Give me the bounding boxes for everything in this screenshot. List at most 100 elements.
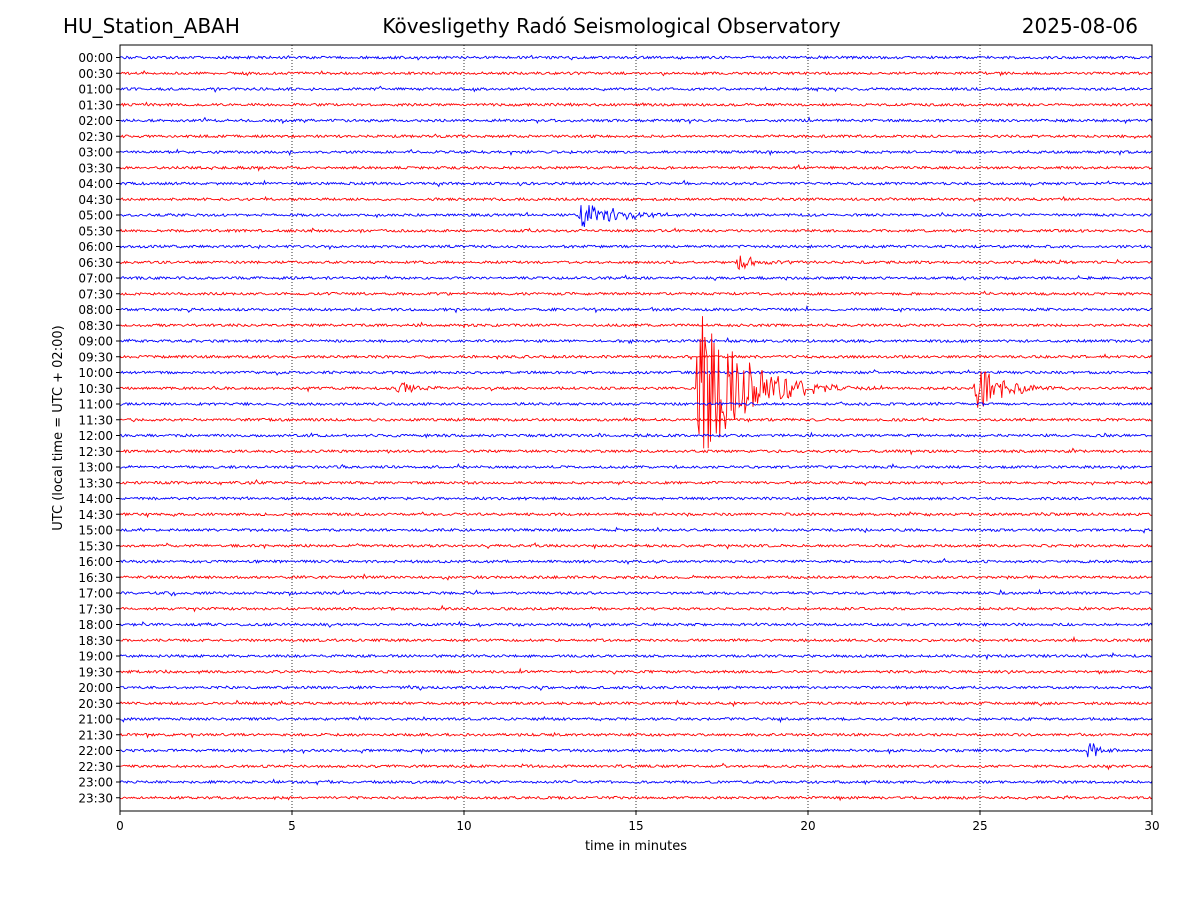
y-tick-label: 04:30 xyxy=(78,193,113,207)
trace-0700 xyxy=(119,274,1153,282)
y-tick-label: 13:00 xyxy=(78,461,113,475)
x-tick-label: 5 xyxy=(288,819,296,833)
y-tick-label: 01:30 xyxy=(78,98,113,112)
y-tick-label: 17:00 xyxy=(78,587,113,601)
y-tick-label: 06:30 xyxy=(78,256,113,270)
y-tick-label: 12:30 xyxy=(78,445,113,459)
trace-1630 xyxy=(119,573,1153,581)
trace-1300 xyxy=(119,463,1153,471)
x-tick-label: 0 xyxy=(116,819,124,833)
trace-1100 xyxy=(120,401,1153,407)
y-tick-label: 19:30 xyxy=(78,665,113,679)
y-tick-label: 05:30 xyxy=(78,224,113,238)
x-tick-label: 15 xyxy=(628,819,643,833)
y-tick-label: 11:00 xyxy=(78,398,113,412)
trace-0200 xyxy=(120,116,1153,125)
x-tick-label: 30 xyxy=(1144,819,1159,833)
y-tick-label: 21:30 xyxy=(78,728,113,742)
y-tick-label: 22:30 xyxy=(78,760,113,774)
trace-0030 xyxy=(119,69,1153,77)
trace-1530 xyxy=(119,542,1153,550)
y-tick-label: 23:00 xyxy=(78,776,113,790)
trace-0430 xyxy=(119,195,1153,203)
y-tick-label: 02:00 xyxy=(78,114,113,128)
trace-2330 xyxy=(119,794,1153,802)
trace-1430 xyxy=(119,510,1153,519)
trace-0300 xyxy=(119,148,1153,157)
y-tick-label: 19:00 xyxy=(78,650,113,664)
trace-0400 xyxy=(119,179,1153,188)
y-tick-label: 06:00 xyxy=(78,240,113,254)
trace-2130 xyxy=(119,731,1153,739)
trace-1030 xyxy=(119,316,1153,449)
trace-1830 xyxy=(120,635,1153,643)
trace-0800 xyxy=(119,305,1153,314)
trace-1600 xyxy=(119,557,1153,565)
trace-1400 xyxy=(119,496,1153,501)
y-tick-label: 14:00 xyxy=(78,492,113,506)
trace-0500 xyxy=(119,205,1153,227)
y-tick-label: 23:30 xyxy=(78,791,113,805)
station-name: HU_Station_ABAH xyxy=(63,14,240,38)
y-tick-label: 10:00 xyxy=(78,366,113,380)
y-tick-label: 12:00 xyxy=(78,429,113,443)
y-tick-label: 03:30 xyxy=(78,161,113,175)
y-tick-label: 08:00 xyxy=(78,303,113,317)
trace-0100 xyxy=(119,85,1152,93)
y-tick-label: 01:00 xyxy=(78,83,113,97)
trace-0530 xyxy=(119,227,1153,234)
y-tick-label: 09:00 xyxy=(78,335,113,349)
y-tick-label: 02:30 xyxy=(78,130,113,144)
trace-2230 xyxy=(119,762,1153,771)
x-tick-label: 25 xyxy=(972,819,987,833)
y-tick-label: 05:00 xyxy=(78,209,113,223)
trace-0600 xyxy=(119,244,1153,251)
trace-1800 xyxy=(119,620,1153,629)
trace-2030 xyxy=(119,699,1153,708)
chart-date: 2025-08-06 xyxy=(1021,14,1138,38)
trace-1230 xyxy=(119,447,1153,456)
y-tick-label: 16:00 xyxy=(78,555,113,569)
y-tick-label: 21:00 xyxy=(78,713,113,727)
y-tick-label: 07:00 xyxy=(78,272,113,286)
trace-2300 xyxy=(119,778,1153,786)
trace-1930 xyxy=(119,667,1153,675)
trace-0230 xyxy=(119,133,1153,140)
y-tick-label: 07:30 xyxy=(78,287,113,301)
trace-2000 xyxy=(119,684,1153,692)
trace-1900 xyxy=(119,652,1153,661)
y-tick-label: 17:30 xyxy=(78,602,113,616)
x-tick-label: 20 xyxy=(800,819,815,833)
trace-2200 xyxy=(119,743,1153,758)
trace-2100 xyxy=(119,715,1153,724)
trace-0930 xyxy=(119,353,1153,361)
trace-1500 xyxy=(119,526,1153,534)
trace-1330 xyxy=(119,478,1153,487)
x-gridlines xyxy=(291,45,981,811)
y-tick-label: 15:30 xyxy=(78,539,113,553)
y-tick-label: 18:30 xyxy=(78,634,113,648)
x-tick-label: 10 xyxy=(456,819,471,833)
y-tick-label: 10:30 xyxy=(78,382,113,396)
trace-1700 xyxy=(119,588,1153,597)
y-tick-label: 04:00 xyxy=(78,177,113,191)
y-tick-label: 15:00 xyxy=(78,524,113,538)
y-tick-label: 20:30 xyxy=(78,697,113,711)
trace-1200 xyxy=(119,431,1153,439)
trace-0000 xyxy=(119,54,1153,61)
y-axis-label: UTC (local time = UTC + 02:00) xyxy=(51,325,66,530)
trace-1730 xyxy=(119,604,1153,613)
y-tick-label: 14:30 xyxy=(78,508,113,522)
y-tick-label: 16:30 xyxy=(78,571,113,585)
trace-0830 xyxy=(119,321,1153,329)
y-tick-label: 11:30 xyxy=(78,413,113,427)
trace-1130 xyxy=(119,417,1153,423)
y-tick-label: 00:30 xyxy=(78,67,113,81)
seismic-traces xyxy=(119,54,1153,802)
chart-title: Kövesligethy Radó Seismological Observat… xyxy=(382,14,841,38)
y-tick-label: 03:00 xyxy=(78,146,113,160)
y-tick-label: 09:30 xyxy=(78,350,113,364)
trace-0630 xyxy=(119,255,1153,271)
